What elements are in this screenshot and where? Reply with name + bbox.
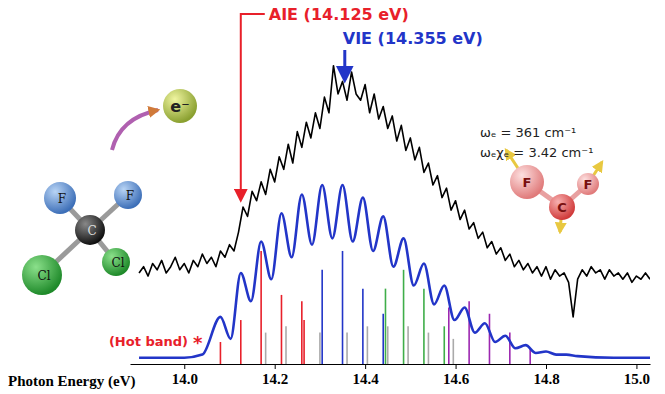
stick [453, 339, 455, 364]
atom-label: Cl [37, 269, 50, 283]
atom-label: Cl [111, 256, 124, 270]
atom [577, 173, 599, 195]
x-axis-line [131, 364, 651, 365]
x-tick: 14.8 [533, 364, 559, 387]
atom [22, 255, 62, 295]
x-tick: 14.2 [262, 364, 288, 387]
x-tick-label: 15.0 [624, 371, 650, 387]
stick [382, 314, 384, 364]
molecule: F F C Cl Cl [22, 181, 142, 295]
x-tick-label: 14.2 [262, 371, 288, 387]
x-tick-label: 14.4 [353, 371, 380, 387]
atom [114, 181, 142, 209]
stick [362, 289, 364, 364]
atom-label: F [58, 192, 66, 206]
electron-arrow [112, 110, 158, 150]
stick [220, 342, 222, 364]
stick [448, 307, 450, 364]
stick [342, 251, 344, 364]
x-tick-mark [184, 364, 185, 369]
x-tick: 14.6 [443, 364, 470, 387]
stick [346, 333, 348, 364]
vibration-mode: F C F [506, 150, 602, 232]
electron-label: e⁻ [170, 97, 189, 116]
stick [468, 301, 470, 364]
stick [489, 314, 491, 364]
stick [303, 320, 305, 364]
stick [321, 270, 323, 364]
atom-label: F [126, 189, 134, 203]
stick [443, 326, 445, 364]
vie-label: VIE (14.355 eV) [343, 29, 483, 48]
x-tick-mark [456, 364, 457, 369]
atom-label: C [557, 200, 567, 215]
aie-arrow [241, 14, 265, 200]
experimental-spectrum [139, 66, 650, 317]
background [0, 0, 665, 394]
electron [163, 89, 197, 123]
hot-band-label: (Hot band) [109, 334, 188, 349]
stick [509, 333, 511, 364]
stick [387, 326, 389, 364]
omega-label: ωₑ = 361 cm⁻¹ [480, 125, 576, 140]
x-tick-label: 14.8 [533, 371, 559, 387]
stick [319, 333, 321, 364]
x-tick: 14.0 [172, 364, 198, 387]
stick [260, 251, 262, 364]
atom [75, 215, 105, 245]
x-tick: 14.4 [353, 364, 380, 387]
x-tick-mark [365, 364, 366, 369]
aie-label: AIE (14.125 eV) [269, 5, 409, 24]
x-tick-mark [546, 364, 547, 369]
stick [285, 326, 287, 364]
atom-label: F [523, 175, 532, 190]
chart-svg: F F C Cl Cl e⁻ F C F 14.0 14.2 14.4 14.6 14.8 15.0 Phot… [0, 0, 665, 394]
simulated-spectrum [139, 185, 650, 358]
x-axis-title: Photon Energy (eV) [8, 373, 136, 390]
stick [385, 289, 387, 364]
atom [44, 182, 76, 214]
vie-arrow [343, 50, 346, 80]
atom [510, 165, 544, 199]
plot-area [139, 66, 650, 364]
stick [301, 301, 303, 364]
x-tick-label: 14.6 [443, 371, 470, 387]
stick [407, 326, 409, 364]
stick [367, 326, 369, 364]
hot-band-marker: * [193, 332, 203, 353]
atom [102, 248, 130, 276]
x-tick: 15.0 [624, 364, 650, 387]
stick [403, 270, 405, 364]
atom-label: C [87, 224, 96, 238]
atom [549, 194, 575, 220]
stick [423, 289, 425, 364]
x-tick-mark [636, 364, 637, 369]
anharmonicity-label: ωₑχₑ = 3.42 cm⁻¹ [480, 145, 593, 160]
stick [428, 333, 430, 364]
stick [240, 320, 242, 364]
x-tick-mark [275, 364, 276, 369]
stick [265, 333, 267, 364]
atom-label: F [584, 177, 593, 192]
x-tick-label: 14.0 [172, 371, 198, 387]
x-axis: 14.0 14.2 14.4 14.6 14.8 15.0 [131, 364, 651, 387]
stick [281, 295, 283, 364]
